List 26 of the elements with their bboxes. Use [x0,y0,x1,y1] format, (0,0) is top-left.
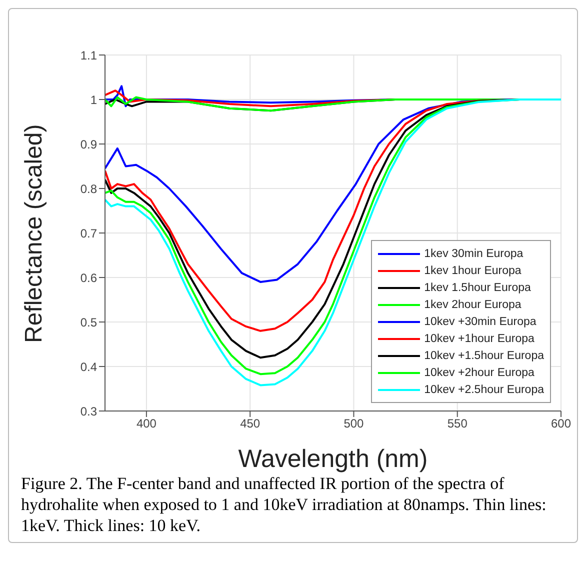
legend-label: 10kev +1hour Europa [424,332,534,344]
legend-label: 1kev 1.5hour Europa [424,282,531,294]
x-tick-label: 600 [550,416,572,431]
x-tick-label: 500 [344,416,364,431]
y-tick-label: 0.8 [80,182,98,196]
legend-label: 1kev 1hour Europa [424,264,522,276]
y-tick-label: 0.4 [80,360,98,374]
y-tick-label: 0.6 [80,270,98,285]
x-tick-label: 550 [447,416,468,431]
legend-label: 10kev +1.5hour Europa [424,350,544,362]
y-tick-label: 1 [90,92,98,107]
legend-label: 1kev 2hour Europa [424,298,522,310]
y-tick-label: 0.5 [80,315,98,330]
y-axis-title: Reflectance (scaled) [20,124,48,343]
y-tick-label: 0.3 [80,404,98,418]
legend-label: 10kev +2hour Europa [424,366,534,378]
y-tick-label: 1.1 [80,48,98,62]
legend-label: 1kev 30min Europa [424,248,524,260]
y-tick-label: 0.9 [80,137,98,152]
x-tick-label: 400 [136,416,157,431]
y-tick-label: 0.7 [80,226,98,240]
x-tick-label: 450 [240,416,260,431]
legend-label: 10kev +2.5hour Europa [424,384,544,396]
caption: Figure 2. The F-center band and unaffected IR portion of the spectra of hydrohalite when exposed to 1 and 10keV irradiation at 80namps. Thin lines: 1keV. Thick lines: 10 keV. [21,473,548,536]
legend-label: 10kev +30min Europa [424,316,536,328]
x-axis-title: Wavelength (nm) [238,445,428,473]
